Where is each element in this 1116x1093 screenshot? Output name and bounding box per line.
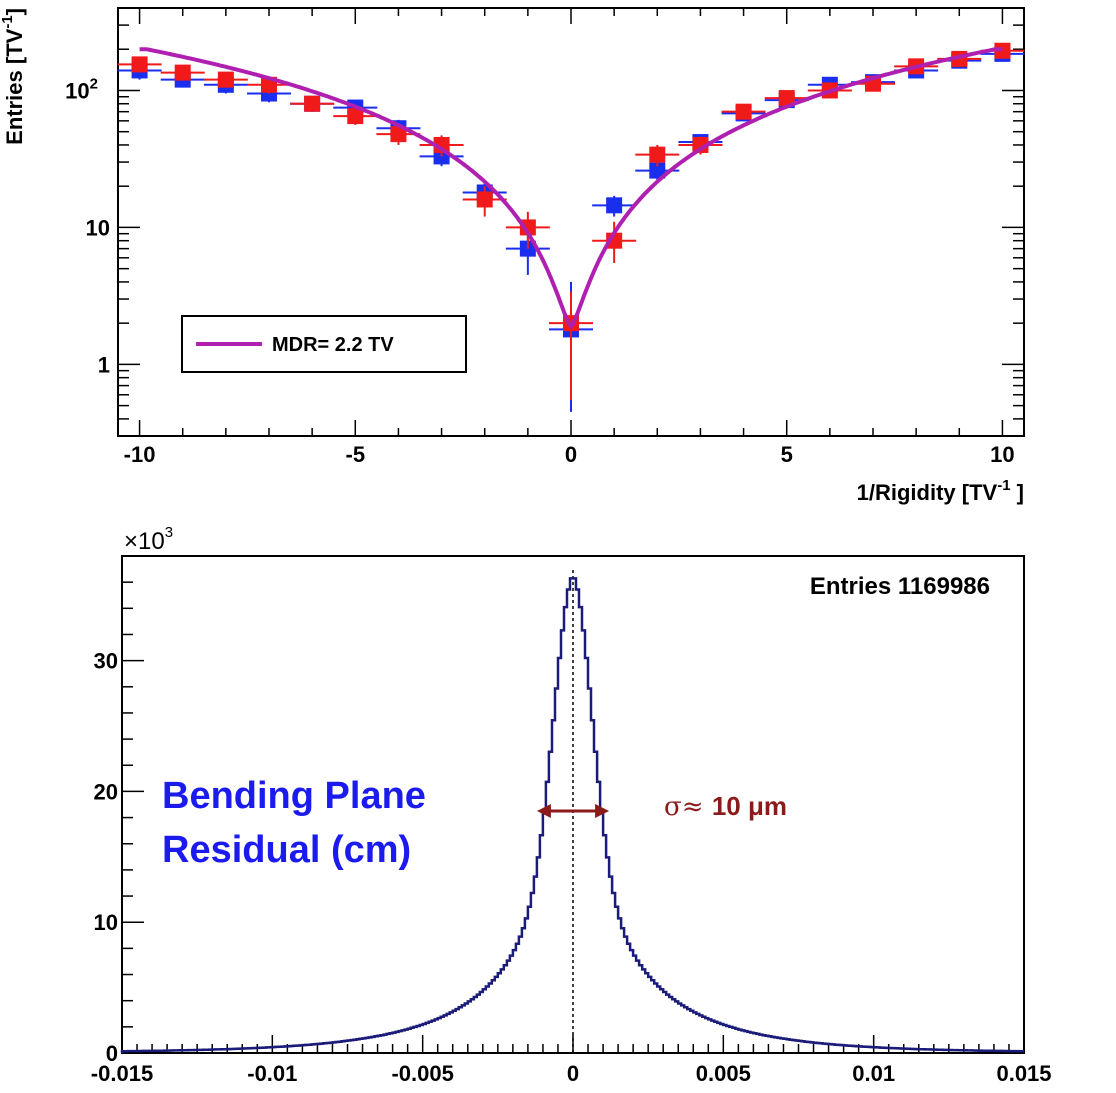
- legend: MDR= 2.2 TV: [181, 315, 467, 373]
- mdr-fit-curve: [139, 47, 1003, 330]
- bottom-x-tick-label: 0.01: [852, 1061, 895, 1086]
- top-y-tick-label: 102: [65, 75, 98, 103]
- data-point-marker: [735, 103, 752, 120]
- data-point-marker: [347, 108, 364, 125]
- data-point-marker: [994, 42, 1011, 59]
- sigma-symbol: σ≈: [664, 792, 712, 822]
- bottom-y-tick-label: 0: [106, 1041, 118, 1066]
- data-point-marker: [692, 136, 709, 153]
- residual-histogram-chart: -0.015 -0.01 -0.005 0 0.005 0.01 0.015 0102030…: [91, 524, 1052, 1086]
- top-y-tick-label-base: 10: [65, 78, 89, 103]
- bending-plane-label: Bending Plane: [162, 775, 426, 817]
- top-x-tick-labels: -10 -5 0 5 10: [124, 442, 1015, 467]
- top-x-axis-title: 1/Rigidity [TV-1 ]: [857, 477, 1024, 505]
- bottom-x-tick-label: 0: [567, 1061, 579, 1086]
- data-point-marker: [304, 95, 321, 112]
- top-x-tick-label: -10: [124, 442, 156, 467]
- y-axis-multiplier: ×103: [124, 524, 173, 555]
- sigma-width-arrow: [536, 804, 610, 819]
- top-x-tick-label: -5: [346, 442, 366, 467]
- top-axis-ticks: [118, 7, 1024, 437]
- data-point-marker: [476, 191, 493, 208]
- bottom-y-tick-labels: 0 10 20 30: [94, 649, 118, 1066]
- data-point-marker: [519, 240, 536, 257]
- top-x-tick-label: 0: [565, 442, 577, 467]
- top-y-tick-label: 10: [86, 215, 110, 240]
- top-y-axis-title-sup: -1: [0, 15, 16, 28]
- data-point-marker: [390, 126, 407, 143]
- bottom-x-tick-label: -0.005: [391, 1061, 453, 1086]
- bottom-y-tick-label: 30: [94, 649, 118, 674]
- data-point-marker: [778, 90, 795, 107]
- top-y-tick-label: 1: [98, 352, 110, 377]
- y-axis-multiplier-sup: 3: [165, 524, 173, 541]
- sigma-annotation: σ≈ 10 μm: [664, 791, 787, 822]
- top-y-axis-title-main: Entries [TV: [2, 28, 27, 144]
- top-y-axis-title-end: ]: [2, 8, 27, 15]
- bottom-y-tick-label: 10: [94, 910, 118, 935]
- top-x-axis-title-sup: -1: [997, 477, 1010, 494]
- residual-units-label: Residual (cm): [162, 829, 411, 871]
- data-point-marker: [649, 162, 666, 179]
- data-point-marker: [606, 197, 623, 214]
- sigma-arrow-head-right: [595, 804, 610, 819]
- bottom-x-tick-label: 0.015: [996, 1061, 1051, 1086]
- top-y-axis-title: Entries [TV-1]: [0, 8, 27, 145]
- data-point-marker: [174, 64, 191, 81]
- bottom-y-tick-label: 20: [94, 779, 118, 804]
- top-x-axis-title-main: 1/Rigidity [TV: [857, 480, 998, 505]
- sigma-arrow-head-left: [536, 804, 551, 819]
- entries-stats: Entries 1169986: [810, 573, 990, 600]
- data-point-marker: [649, 146, 666, 163]
- red-series: [117, 42, 1025, 400]
- data-point-marker: [433, 136, 450, 153]
- data-point-marker: [217, 71, 234, 88]
- bottom-x-tick-label: 0.005: [696, 1061, 751, 1086]
- bottom-x-tick-label: -0.015: [91, 1061, 153, 1086]
- top-data-series: [117, 42, 1025, 412]
- top-x-tick-label: 5: [781, 442, 793, 467]
- residual-histogram: [120, 577, 1024, 1053]
- bottom-x-tick-labels: -0.015 -0.01 -0.005 0 0.005 0.01 0.015: [91, 1061, 1052, 1086]
- legend-label: MDR= 2.2 TV: [272, 334, 394, 356]
- top-y-tick-label-sup: 2: [90, 75, 98, 92]
- data-point-marker: [131, 56, 148, 73]
- top-x-axis-title-end: ]: [1011, 480, 1024, 505]
- sigma-value: 10 μm: [712, 791, 787, 821]
- top-x-tick-label: 10: [990, 442, 1014, 467]
- bottom-x-tick-label: -0.01: [247, 1061, 297, 1086]
- y-axis-multiplier-main: ×10: [124, 528, 165, 555]
